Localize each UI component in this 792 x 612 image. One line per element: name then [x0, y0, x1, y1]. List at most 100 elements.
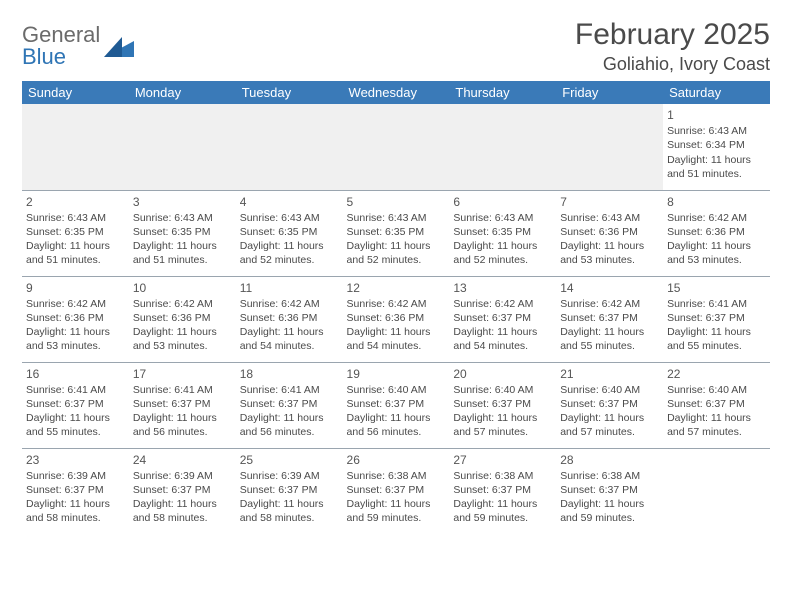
daylight-text: Daylight: 11 hours and 53 minutes. [560, 239, 659, 267]
day-number: 27 [453, 452, 552, 468]
daylight-text: Daylight: 11 hours and 53 minutes. [26, 325, 125, 353]
sunset-text: Sunset: 6:36 PM [240, 311, 339, 325]
daylight-text: Daylight: 11 hours and 58 minutes. [133, 497, 232, 525]
sunset-text: Sunset: 6:37 PM [560, 311, 659, 325]
brand-text: General Blue [22, 24, 100, 68]
sunrise-text: Sunrise: 6:43 AM [667, 124, 766, 138]
sunrise-text: Sunrise: 6:38 AM [453, 469, 552, 483]
sunset-text: Sunset: 6:35 PM [240, 225, 339, 239]
sunrise-text: Sunrise: 6:41 AM [133, 383, 232, 397]
calendar-day-cell: 8Sunrise: 6:42 AMSunset: 6:36 PMDaylight… [663, 190, 770, 276]
day-number: 6 [453, 194, 552, 210]
calendar-day-cell: 11Sunrise: 6:42 AMSunset: 6:36 PMDayligh… [236, 276, 343, 362]
calendar-day-cell: 2Sunrise: 6:43 AMSunset: 6:35 PMDaylight… [22, 190, 129, 276]
day-number: 17 [133, 366, 232, 382]
calendar-day-cell: 9Sunrise: 6:42 AMSunset: 6:36 PMDaylight… [22, 276, 129, 362]
daylight-text: Daylight: 11 hours and 52 minutes. [240, 239, 339, 267]
day-number: 3 [133, 194, 232, 210]
location: Goliahio, Ivory Coast [575, 54, 770, 75]
calendar-week-row: 9Sunrise: 6:42 AMSunset: 6:36 PMDaylight… [22, 276, 770, 362]
daylight-text: Daylight: 11 hours and 59 minutes. [560, 497, 659, 525]
sunset-text: Sunset: 6:37 PM [453, 397, 552, 411]
day-number: 15 [667, 280, 766, 296]
daylight-text: Daylight: 11 hours and 58 minutes. [26, 497, 125, 525]
daylight-text: Daylight: 11 hours and 55 minutes. [26, 411, 125, 439]
weekday-header: Thursday [449, 81, 556, 104]
daylight-text: Daylight: 11 hours and 59 minutes. [453, 497, 552, 525]
calendar-day-cell [449, 104, 556, 190]
calendar-day-cell [663, 448, 770, 534]
calendar-day-cell: 5Sunrise: 6:43 AMSunset: 6:35 PMDaylight… [343, 190, 450, 276]
day-number: 24 [133, 452, 232, 468]
sunset-text: Sunset: 6:35 PM [133, 225, 232, 239]
calendar-day-cell: 27Sunrise: 6:38 AMSunset: 6:37 PMDayligh… [449, 448, 556, 534]
day-number: 13 [453, 280, 552, 296]
sunrise-text: Sunrise: 6:43 AM [133, 211, 232, 225]
calendar-day-cell: 14Sunrise: 6:42 AMSunset: 6:37 PMDayligh… [556, 276, 663, 362]
day-number: 25 [240, 452, 339, 468]
calendar-day-cell: 28Sunrise: 6:38 AMSunset: 6:37 PMDayligh… [556, 448, 663, 534]
day-number: 28 [560, 452, 659, 468]
sunrise-text: Sunrise: 6:39 AM [133, 469, 232, 483]
daylight-text: Daylight: 11 hours and 58 minutes. [240, 497, 339, 525]
sunset-text: Sunset: 6:36 PM [133, 311, 232, 325]
sunset-text: Sunset: 6:37 PM [347, 397, 446, 411]
daylight-text: Daylight: 11 hours and 56 minutes. [240, 411, 339, 439]
sunset-text: Sunset: 6:37 PM [667, 397, 766, 411]
sunset-text: Sunset: 6:35 PM [26, 225, 125, 239]
calendar-day-cell: 6Sunrise: 6:43 AMSunset: 6:35 PMDaylight… [449, 190, 556, 276]
sunrise-text: Sunrise: 6:42 AM [347, 297, 446, 311]
sunset-text: Sunset: 6:35 PM [453, 225, 552, 239]
day-number: 9 [26, 280, 125, 296]
daylight-text: Daylight: 11 hours and 56 minutes. [133, 411, 232, 439]
brand-word2: Blue [22, 46, 100, 68]
weekday-header: Friday [556, 81, 663, 104]
day-number: 26 [347, 452, 446, 468]
weekday-header: Wednesday [343, 81, 450, 104]
sunset-text: Sunset: 6:37 PM [133, 397, 232, 411]
calendar-day-cell: 7Sunrise: 6:43 AMSunset: 6:36 PMDaylight… [556, 190, 663, 276]
day-number: 23 [26, 452, 125, 468]
day-number: 12 [347, 280, 446, 296]
daylight-text: Daylight: 11 hours and 52 minutes. [453, 239, 552, 267]
calendar-day-cell: 15Sunrise: 6:41 AMSunset: 6:37 PMDayligh… [663, 276, 770, 362]
sunrise-text: Sunrise: 6:43 AM [560, 211, 659, 225]
title-block: February 2025 Goliahio, Ivory Coast [575, 18, 770, 75]
sunrise-text: Sunrise: 6:42 AM [667, 211, 766, 225]
sunrise-text: Sunrise: 6:42 AM [240, 297, 339, 311]
calendar-day-cell: 18Sunrise: 6:41 AMSunset: 6:37 PMDayligh… [236, 362, 343, 448]
calendar-day-cell: 4Sunrise: 6:43 AMSunset: 6:35 PMDaylight… [236, 190, 343, 276]
daylight-text: Daylight: 11 hours and 59 minutes. [347, 497, 446, 525]
day-number: 21 [560, 366, 659, 382]
daylight-text: Daylight: 11 hours and 55 minutes. [560, 325, 659, 353]
calendar-day-cell: 22Sunrise: 6:40 AMSunset: 6:37 PMDayligh… [663, 362, 770, 448]
calendar-day-cell [129, 104, 236, 190]
sunrise-text: Sunrise: 6:40 AM [347, 383, 446, 397]
calendar-day-cell: 1Sunrise: 6:43 AMSunset: 6:34 PMDaylight… [663, 104, 770, 190]
daylight-text: Daylight: 11 hours and 53 minutes. [667, 239, 766, 267]
day-number: 14 [560, 280, 659, 296]
daylight-text: Daylight: 11 hours and 56 minutes. [347, 411, 446, 439]
calendar-day-cell: 16Sunrise: 6:41 AMSunset: 6:37 PMDayligh… [22, 362, 129, 448]
sunrise-text: Sunrise: 6:40 AM [560, 383, 659, 397]
sunrise-text: Sunrise: 6:40 AM [453, 383, 552, 397]
sunset-text: Sunset: 6:36 PM [26, 311, 125, 325]
daylight-text: Daylight: 11 hours and 57 minutes. [453, 411, 552, 439]
sunrise-text: Sunrise: 6:42 AM [560, 297, 659, 311]
weekday-header: Saturday [663, 81, 770, 104]
day-number: 22 [667, 366, 766, 382]
calendar-day-cell [236, 104, 343, 190]
sunrise-text: Sunrise: 6:38 AM [347, 469, 446, 483]
weekday-header: Tuesday [236, 81, 343, 104]
day-number: 8 [667, 194, 766, 210]
weekday-header: Monday [129, 81, 236, 104]
weekday-header: Sunday [22, 81, 129, 104]
sunset-text: Sunset: 6:35 PM [347, 225, 446, 239]
daylight-text: Daylight: 11 hours and 57 minutes. [667, 411, 766, 439]
day-number: 2 [26, 194, 125, 210]
calendar-day-cell [22, 104, 129, 190]
sunset-text: Sunset: 6:34 PM [667, 138, 766, 152]
day-number: 18 [240, 366, 339, 382]
calendar-day-cell: 13Sunrise: 6:42 AMSunset: 6:37 PMDayligh… [449, 276, 556, 362]
sunset-text: Sunset: 6:37 PM [560, 483, 659, 497]
